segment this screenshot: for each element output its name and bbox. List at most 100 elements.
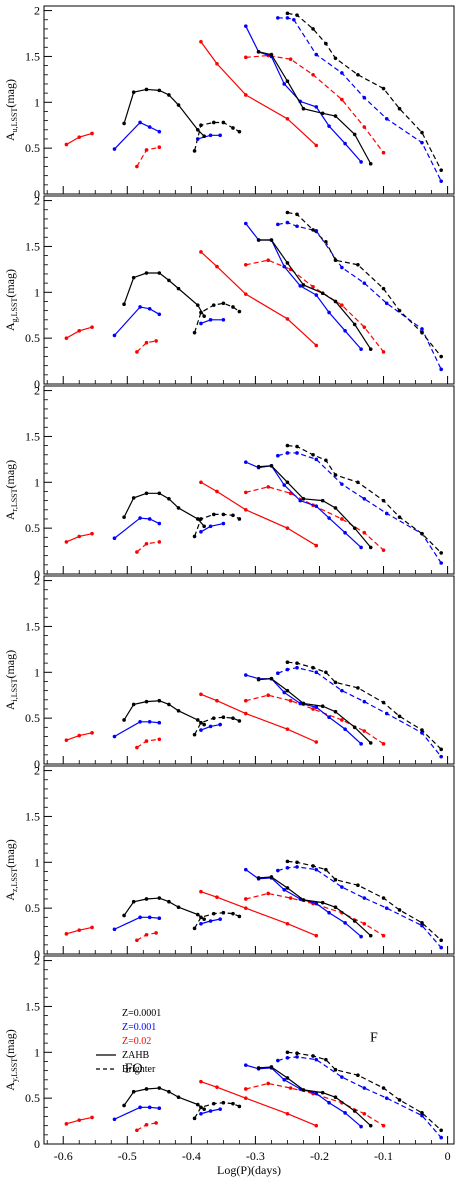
- y-axis-title-sub: i,LSST: [10, 678, 19, 701]
- data-point: [147, 720, 152, 724]
- data-point: [231, 911, 235, 916]
- y-axis-title-sub: z,LSST: [10, 868, 19, 892]
- series-line: [64, 1115, 94, 1126]
- data-point: [420, 140, 424, 145]
- data-point: [276, 671, 280, 676]
- data-point: [202, 134, 206, 139]
- y-tick-label: 0: [34, 567, 40, 581]
- data-point: [285, 1111, 290, 1116]
- data-point: [199, 1105, 203, 1110]
- data-point: [157, 145, 162, 150]
- data-point: [269, 238, 274, 242]
- y-tick-label: 2: [34, 954, 40, 968]
- data-point: [282, 82, 287, 86]
- series-path: [258, 678, 372, 744]
- data-point: [138, 1105, 142, 1110]
- data-point: [381, 896, 386, 900]
- data-point: [340, 885, 344, 889]
- y-tick-label: 2: [34, 4, 40, 18]
- data-point: [285, 261, 290, 265]
- data-point: [314, 504, 319, 508]
- data-point: [295, 451, 299, 455]
- data-point: [285, 480, 290, 485]
- series-line: [256, 875, 373, 938]
- data-point: [295, 661, 299, 665]
- data-point: [266, 485, 271, 489]
- data-point: [244, 508, 248, 512]
- data-point: [244, 1087, 248, 1091]
- series-line: [122, 896, 206, 921]
- series-path: [123, 700, 205, 726]
- data-point: [285, 1076, 290, 1080]
- y-tick-label: 0: [34, 947, 40, 961]
- series-path: [114, 517, 160, 539]
- y-tick-label: 1: [34, 95, 40, 109]
- series-path: [193, 121, 240, 152]
- data-point: [167, 93, 171, 97]
- legend-label: Brighter: [122, 1064, 156, 1075]
- data-point: [301, 106, 306, 111]
- data-point: [276, 1058, 280, 1063]
- data-point: [301, 283, 306, 287]
- data-point: [333, 258, 338, 263]
- data-point: [356, 262, 360, 267]
- data-point: [195, 1102, 200, 1107]
- data-point: [202, 314, 206, 318]
- legend-label: Z=0.02: [122, 1036, 151, 1047]
- data-point: [282, 483, 287, 487]
- data-point: [77, 733, 82, 738]
- series-path: [194, 912, 240, 929]
- data-point: [320, 291, 325, 296]
- y-tick-label: 2: [34, 384, 40, 398]
- data-point: [269, 52, 274, 57]
- data-point: [218, 722, 222, 727]
- data-point: [381, 548, 386, 552]
- series-line: [112, 720, 162, 739]
- data-point: [381, 1123, 386, 1128]
- data-point: [90, 131, 94, 136]
- series-line: [244, 891, 386, 938]
- data-point: [64, 142, 69, 147]
- data-point: [157, 129, 162, 134]
- series-line: [276, 865, 443, 950]
- data-point: [314, 143, 319, 148]
- y-tick-label: 2: [34, 764, 40, 778]
- data-point: [77, 1118, 82, 1122]
- data-point: [420, 130, 424, 135]
- series-path: [277, 667, 442, 758]
- data-point: [327, 1100, 331, 1105]
- data-point: [359, 1124, 363, 1129]
- panel-annotation: FO: [125, 1061, 143, 1076]
- x-tick-label: -0.3: [246, 1149, 265, 1163]
- data-point: [311, 452, 315, 457]
- y-tick-label: 1: [34, 855, 40, 869]
- series-line: [244, 867, 363, 939]
- data-point: [221, 521, 226, 526]
- y-tick-label: 1: [34, 285, 40, 299]
- panel-frame: [43, 575, 455, 765]
- data-point: [314, 343, 319, 348]
- data-point: [282, 690, 287, 695]
- data-point: [157, 737, 162, 742]
- data-point: [343, 921, 347, 925]
- x-tick-label: -0.6: [54, 1149, 73, 1163]
- data-point: [211, 303, 216, 307]
- data-point: [215, 489, 219, 494]
- data-point: [199, 250, 203, 254]
- series-line: [64, 925, 94, 936]
- data-point: [112, 927, 117, 932]
- data-point: [237, 914, 242, 919]
- y-tick-label: 1.5: [25, 429, 40, 443]
- data-point: [314, 1123, 319, 1128]
- data-point: [215, 61, 219, 66]
- series-line: [135, 540, 162, 554]
- series-path: [136, 340, 157, 353]
- series-line: [285, 859, 443, 943]
- data-point: [314, 1091, 319, 1096]
- data-point: [138, 720, 142, 724]
- data-point: [176, 286, 181, 291]
- data-point: [195, 128, 200, 132]
- data-point: [218, 1107, 222, 1111]
- data-point: [285, 688, 290, 693]
- data-point: [384, 117, 389, 121]
